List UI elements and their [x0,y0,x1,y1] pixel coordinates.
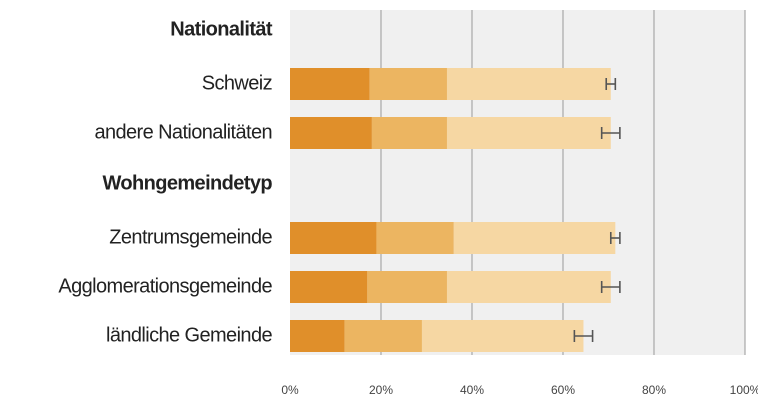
bar-segment [290,271,368,303]
group-heading: Nationalität [170,18,273,40]
bar-segment [290,117,372,149]
error-bar [605,78,617,90]
group-heading: Wohngemeindetyp [102,172,272,194]
category-label: andere Nationalitäten [94,121,272,143]
bar-segment [290,68,370,100]
bar-segment [344,320,422,352]
category-label: ländliche Gemeinde [106,324,272,346]
category-label: Agglomerationsgemeinde [58,275,272,297]
bar-segment [367,271,447,303]
bar-segment [371,117,447,149]
bar-segment [446,68,611,100]
bar-segment [446,271,611,303]
x-tick-label: 20% [369,383,393,397]
bar-segment [369,68,447,100]
x-tick-label: 0% [281,383,299,397]
bar-segment [421,320,584,352]
x-tick-label: 60% [551,383,575,397]
error-bar [573,330,594,342]
error-bar [609,232,621,244]
plot-background [290,10,745,355]
error-bar [600,127,621,139]
x-tick-label: 80% [642,383,666,397]
bar-segment [376,222,454,254]
category-label: Zentrumsgemeinde [109,226,272,248]
bar-segment [453,222,616,254]
x-tick-label: 100% [730,383,758,397]
x-tick-label: 40% [460,383,484,397]
error-bar [600,281,621,293]
bar-segment [290,320,345,352]
bar-segment [446,117,611,149]
category-label: Schweiz [202,72,272,94]
bar-segment [290,222,377,254]
